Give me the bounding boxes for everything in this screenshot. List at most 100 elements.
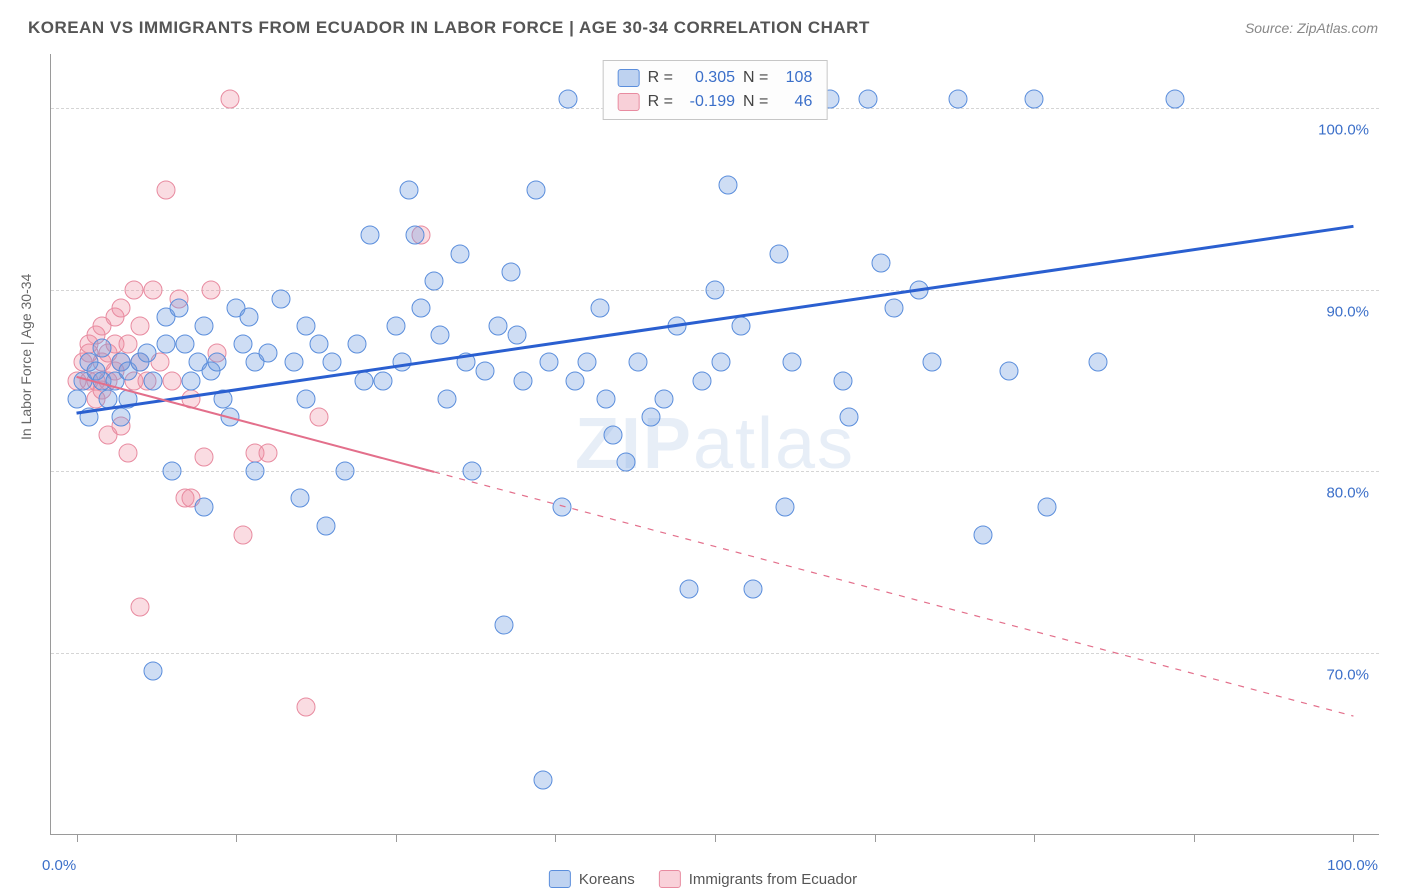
chart-title: KOREAN VS IMMIGRANTS FROM ECUADOR IN LAB… — [28, 18, 870, 38]
blue-point — [374, 371, 393, 390]
pink-point — [201, 280, 220, 299]
r-value-blue: 0.305 — [681, 66, 735, 90]
blue-point — [214, 389, 233, 408]
legend-item-blue: Koreans — [549, 870, 635, 888]
blue-point — [99, 389, 118, 408]
blue-point — [310, 335, 329, 354]
blue-point — [552, 498, 571, 517]
x-tick — [77, 834, 78, 842]
x-tick — [1194, 834, 1195, 842]
blue-point — [316, 516, 335, 535]
blue-point — [271, 289, 290, 308]
blue-point — [667, 317, 686, 336]
swatch-blue — [549, 870, 571, 888]
legend: Koreans Immigrants from Ecuador — [549, 870, 857, 888]
y-tick-label: 70.0% — [1326, 666, 1369, 683]
x-tick-label-left: 0.0% — [42, 857, 76, 874]
blue-point — [137, 344, 156, 363]
n-value-pink: 46 — [776, 90, 812, 114]
blue-point — [118, 389, 137, 408]
blue-point — [233, 335, 252, 354]
blue-point — [322, 353, 341, 372]
plot-area: ZIPatlas 70.0%80.0%90.0%100.0% R = 0.305… — [50, 54, 1379, 835]
blue-point — [884, 298, 903, 317]
blue-point — [744, 580, 763, 599]
watermark: ZIPatlas — [575, 403, 855, 485]
blue-point — [974, 525, 993, 544]
blue-point — [399, 181, 418, 200]
blue-point — [1038, 498, 1057, 517]
blue-point — [591, 298, 610, 317]
x-tick — [555, 834, 556, 842]
blue-point — [1089, 353, 1108, 372]
blue-point — [393, 353, 412, 372]
blue-point — [488, 317, 507, 336]
blue-point — [508, 326, 527, 345]
blue-point — [348, 335, 367, 354]
blue-point — [654, 389, 673, 408]
stats-row-pink: R = -0.199 N = 46 — [618, 90, 813, 114]
blue-point — [425, 271, 444, 290]
pink-point — [233, 525, 252, 544]
blue-point — [776, 498, 795, 517]
stats-box: R = 0.305 N = 108 R = -0.199 N = 46 — [603, 60, 828, 120]
blue-point — [361, 226, 380, 245]
blue-point — [476, 362, 495, 381]
y-tick-label: 100.0% — [1318, 122, 1369, 139]
x-tick — [1353, 834, 1354, 842]
blue-point — [948, 90, 967, 109]
blue-point — [431, 326, 450, 345]
legend-label-blue: Koreans — [579, 871, 635, 888]
blue-point — [450, 244, 469, 263]
blue-point — [731, 317, 750, 336]
blue-point — [840, 407, 859, 426]
blue-point — [642, 407, 661, 426]
y-tick-label: 80.0% — [1326, 485, 1369, 502]
gridline — [51, 653, 1379, 654]
blue-point — [565, 371, 584, 390]
blue-point — [597, 389, 616, 408]
x-tick — [715, 834, 716, 842]
blue-point — [437, 389, 456, 408]
pink-point — [144, 280, 163, 299]
blue-point — [872, 253, 891, 272]
blue-point — [514, 371, 533, 390]
n-label: N = — [743, 90, 768, 114]
pink-point — [118, 444, 137, 463]
blue-point — [693, 371, 712, 390]
n-label: N = — [743, 66, 768, 90]
source-attribution: Source: ZipAtlas.com — [1245, 20, 1378, 36]
blue-point — [163, 462, 182, 481]
blue-point — [457, 353, 476, 372]
blue-point — [246, 462, 265, 481]
blue-point — [578, 353, 597, 372]
blue-point — [239, 308, 258, 327]
blue-point — [999, 362, 1018, 381]
legend-label-pink: Immigrants from Ecuador — [689, 871, 857, 888]
y-axis-label: In Labor Force | Age 30-34 — [18, 274, 34, 440]
pink-point — [310, 407, 329, 426]
legend-item-pink: Immigrants from Ecuador — [659, 870, 857, 888]
pink-point — [259, 444, 278, 463]
blue-point — [910, 280, 929, 299]
blue-point — [93, 338, 112, 357]
blue-point — [208, 353, 227, 372]
blue-point — [297, 317, 316, 336]
blue-point — [495, 616, 514, 635]
blue-point — [859, 90, 878, 109]
blue-point — [67, 389, 86, 408]
blue-point — [463, 462, 482, 481]
pink-point — [131, 598, 150, 617]
pink-point — [163, 371, 182, 390]
blue-point — [195, 498, 214, 517]
swatch-pink — [659, 870, 681, 888]
blue-point — [629, 353, 648, 372]
blue-point — [335, 462, 354, 481]
blue-point — [259, 344, 278, 363]
r-value-pink: -0.199 — [681, 90, 735, 114]
blue-point — [616, 453, 635, 472]
swatch-pink — [618, 93, 640, 111]
x-tick — [236, 834, 237, 842]
blue-point — [386, 317, 405, 336]
blue-point — [176, 335, 195, 354]
